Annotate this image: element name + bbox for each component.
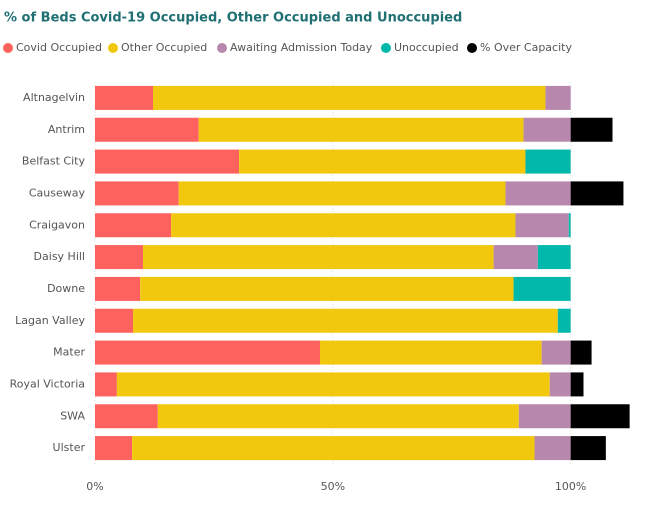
bar-segment [493,245,538,270]
bar-segment [95,340,320,365]
bar-segment [505,181,571,206]
bar-segment [95,213,172,238]
bar-segment [198,117,524,142]
bar-segment [140,276,514,301]
chart-title: % of Beds Covid-19 Occupied, Other Occup… [4,11,462,26]
bar-segment [523,117,571,142]
bar-segment [570,117,613,142]
bar-segment [525,149,571,174]
bar-segment [95,436,133,461]
bar-segment [171,213,516,238]
bar-segment [133,308,558,333]
x-tick-label: 100% [555,480,586,493]
legend-swatch [108,43,118,53]
y-tick-label: Ulster [53,441,86,454]
x-tick-label: 50% [321,480,345,493]
y-tick-label: Altnagelvin [23,91,85,104]
bar-segment [116,372,550,397]
y-tick-label: Antrim [48,123,85,136]
bar-segment [537,245,571,270]
y-tick-label: Downe [47,282,85,295]
bar-segment [95,117,199,142]
bar-segment [513,276,571,301]
bar-segment [570,181,624,206]
legend-label: Covid Occupied [16,41,102,54]
bar-segment [95,276,141,301]
bar-segment [568,213,571,238]
legend-swatch [467,43,477,53]
bar-segment [515,213,569,238]
bar-segment [557,308,571,333]
y-tick-label: Craigavon [29,218,85,231]
bar-segment [570,340,592,365]
legend-label: Awaiting Admission Today [230,41,373,54]
bar-segment [143,245,494,270]
bar-segment [95,308,134,333]
bar-segment [95,404,158,429]
bar-segment [319,340,542,365]
bar-segment [95,149,240,174]
bar-segment [518,404,571,429]
y-tick-label: Royal Victoria [10,377,85,390]
bar-segment [178,181,506,206]
legend-label: % Over Capacity [480,41,572,54]
x-tick-label: 0% [86,480,103,493]
y-tick-label: Daisy Hill [34,250,85,263]
y-tick-label: Lagan Valley [15,314,85,327]
legend-swatch [217,43,227,53]
bar-segment [95,181,179,206]
bar-segment [570,404,630,429]
bar-segment [534,436,571,461]
bar-segment [549,372,571,397]
legend-label: Unoccupied [394,41,459,54]
bar-segment [132,436,535,461]
legend-label: Other Occupied [121,41,207,54]
bar-segment [95,85,154,110]
bar-segment [153,85,546,110]
bar-segment [95,245,144,270]
y-tick-label: SWA [60,409,85,422]
bar-segment [570,372,584,397]
bar-segment [545,85,571,110]
y-tick-label: Mater [53,346,85,359]
y-tick-label: Belfast City [22,155,86,168]
bar-segment [541,340,571,365]
bar-segment [157,404,519,429]
bar-segment [239,149,526,174]
y-tick-label: Causeway [29,186,86,199]
legend-swatch [381,43,391,53]
bar-segment [95,372,117,397]
legend-swatch [3,43,13,53]
bar-segment [570,436,606,461]
